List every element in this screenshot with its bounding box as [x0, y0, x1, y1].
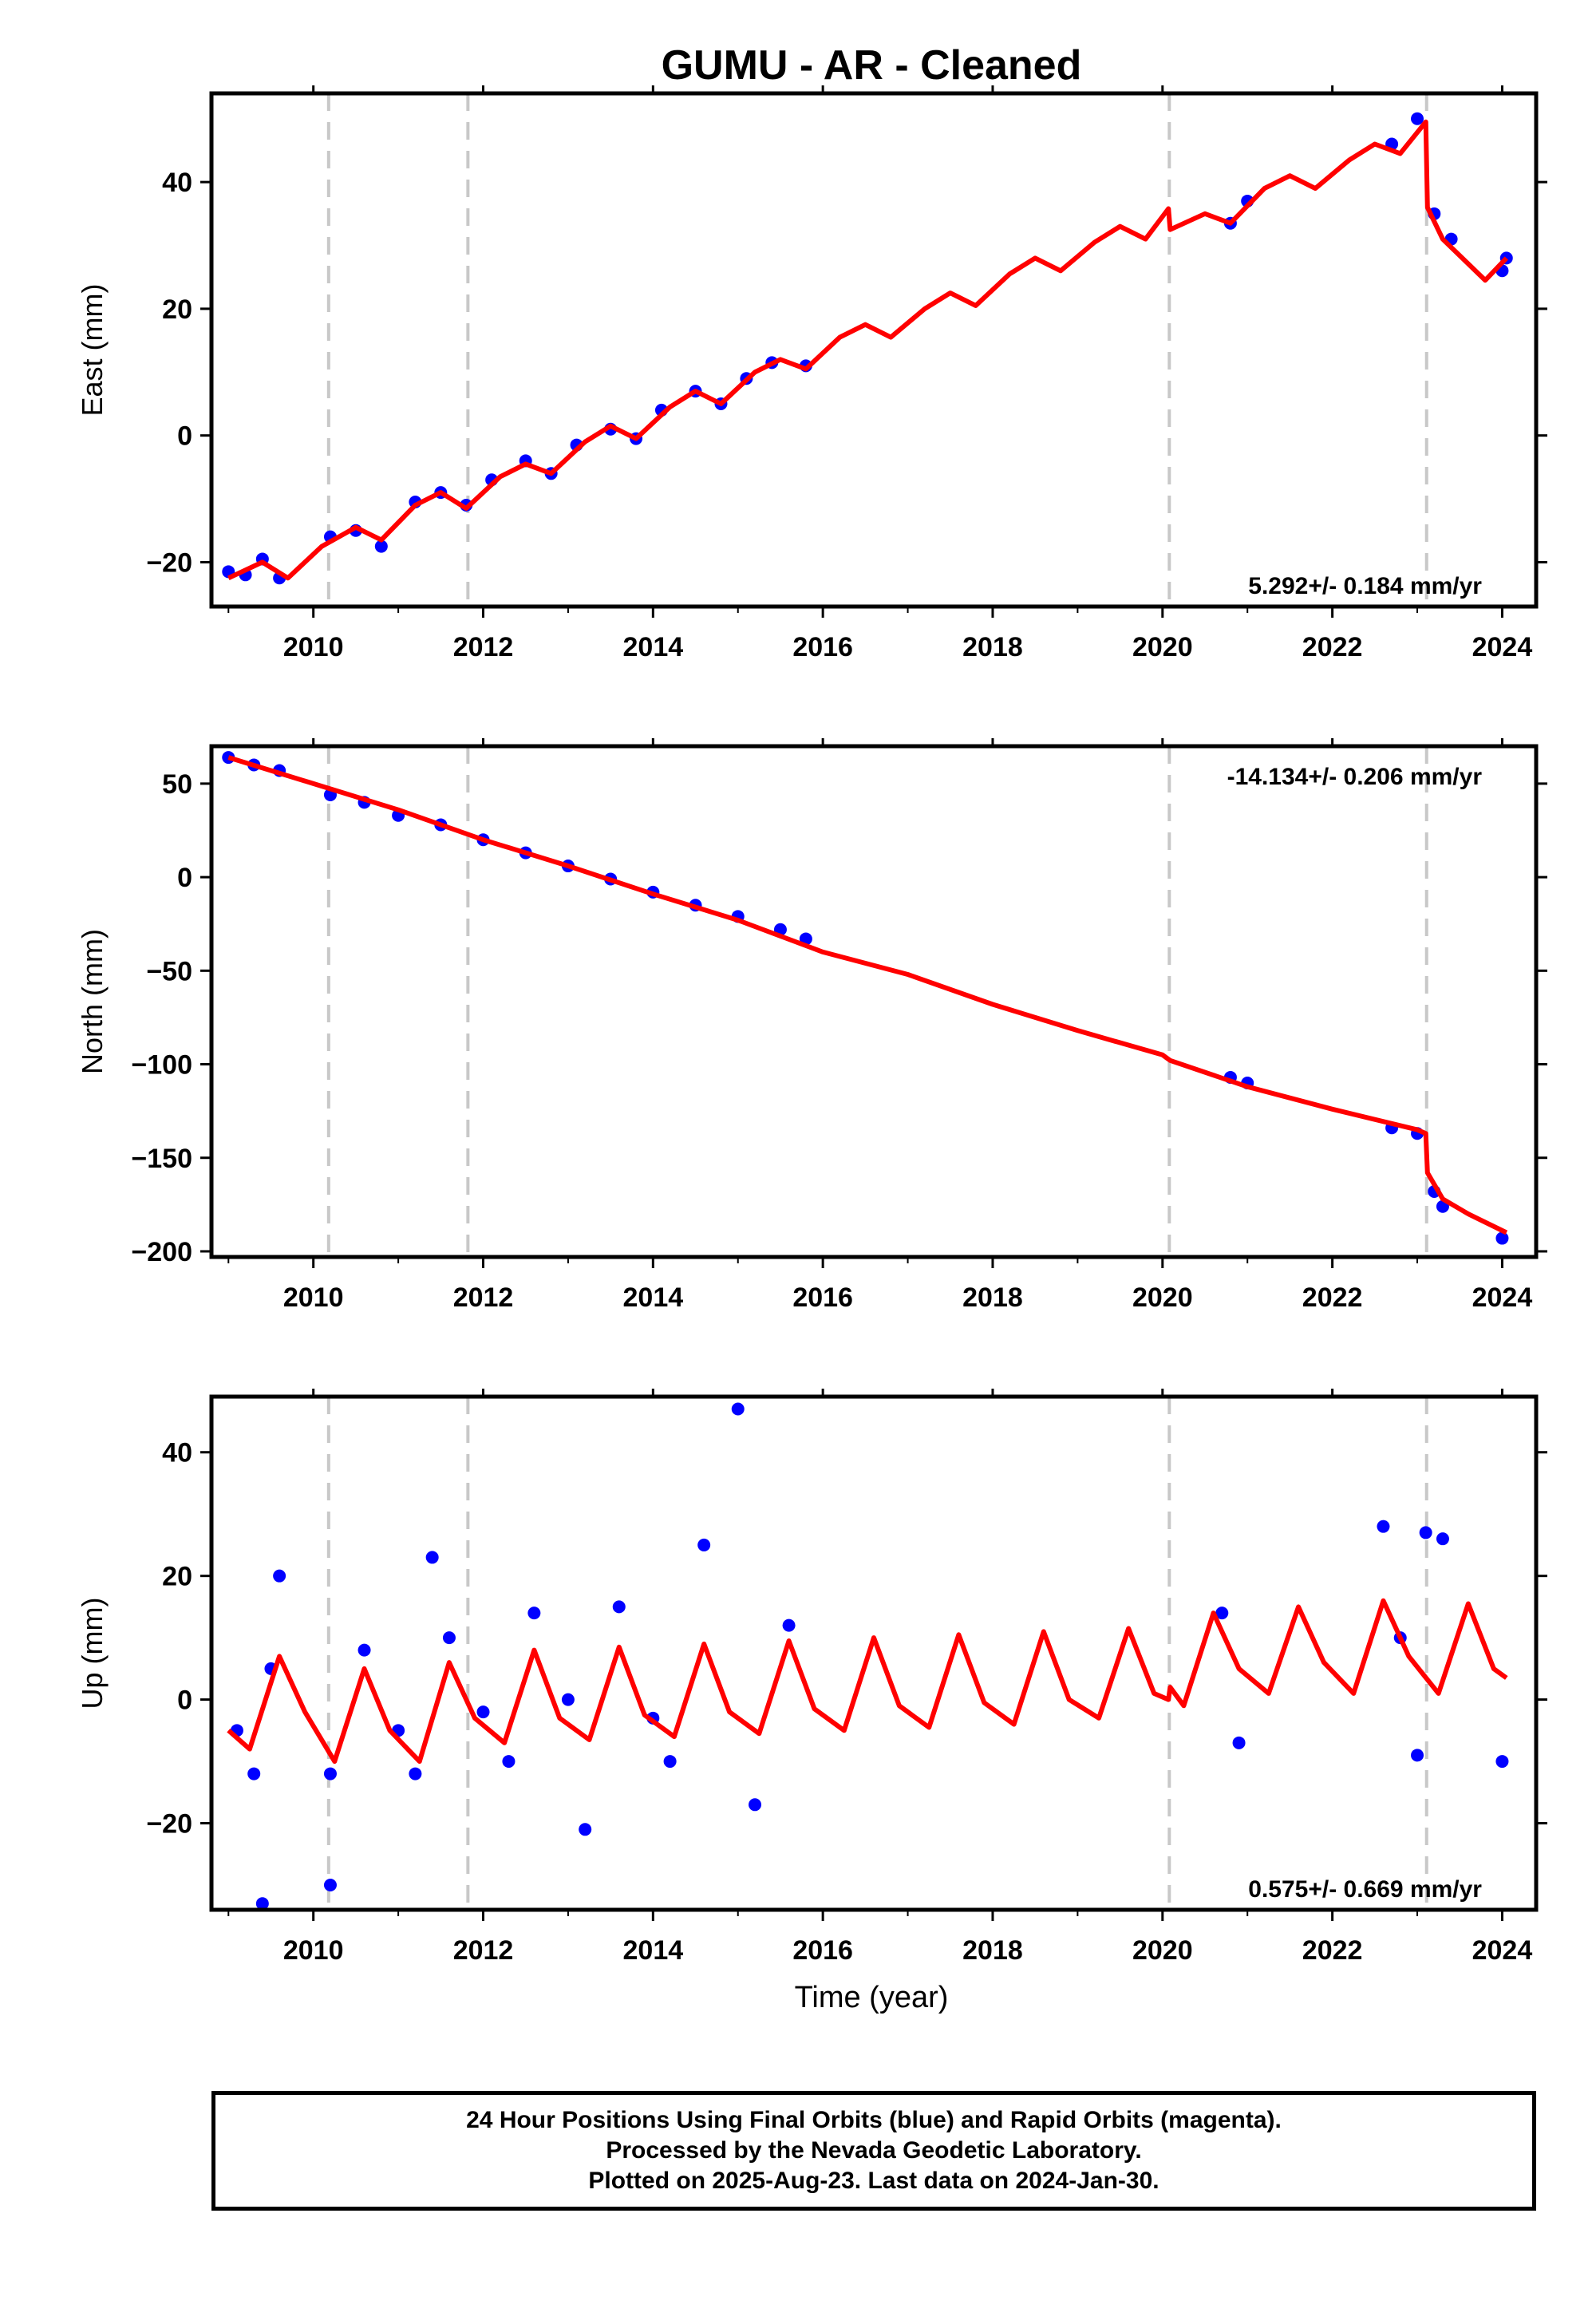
data-point	[1495, 1231, 1509, 1245]
y-tick-label: −20	[146, 1809, 192, 1840]
plot-frame	[209, 744, 1539, 1259]
data-point	[323, 1767, 337, 1780]
x-tick-label: 2024	[1472, 1282, 1533, 1313]
y-axis-title: Up (mm)	[76, 1598, 109, 1709]
panel-up: 2010 2012 2014 2016 2018 2020 2022 2024 −20 0 20 40…	[76, 1389, 1547, 1966]
x-tick-label: 2010	[283, 1282, 344, 1313]
data-point	[697, 1538, 711, 1551]
data-point	[1232, 1736, 1246, 1749]
data-point	[1411, 1749, 1424, 1762]
rate-label: -14.134+/- 0.206 mm/yr	[1227, 764, 1483, 790]
observed-series	[222, 112, 1513, 585]
x-tick-label: 2020	[1132, 632, 1193, 662]
x-tick-label: 2012	[453, 1282, 514, 1313]
x-tick-label: 2020	[1132, 1935, 1193, 1966]
data-point	[749, 1798, 762, 1812]
data-point	[1495, 1755, 1509, 1769]
model-line	[227, 1598, 1508, 1765]
y-tick-label: −20	[146, 547, 192, 578]
model-line	[227, 755, 1508, 1235]
footer-line-1: 24 Hour Positions Using Final Orbits (bl…	[466, 2107, 1282, 2133]
y-axis-title: North (mm)	[76, 929, 109, 1074]
data-point	[273, 1569, 286, 1583]
data-point	[476, 1705, 490, 1719]
x-tick-label: 2022	[1302, 632, 1363, 662]
data-point	[579, 1823, 592, 1836]
x-tick-label: 2016	[792, 1935, 853, 1966]
data-point	[442, 1631, 456, 1645]
chart-title: GUMU - AR - Cleaned	[662, 42, 1082, 89]
data-point	[255, 1897, 269, 1910]
data-point	[1377, 1520, 1390, 1533]
x-tick-label: 2010	[283, 1935, 344, 1966]
panel-east: 2010 2012 2014 2016 2018 2020 2022 2024 −20 0 20 40…	[76, 85, 1547, 662]
data-point	[502, 1755, 516, 1769]
data-point	[1436, 1532, 1449, 1546]
x-tick-label: 2014	[623, 1282, 684, 1313]
x-tick-label: 2012	[453, 1935, 514, 1966]
x-tick-label: 2018	[962, 1282, 1023, 1313]
x-tick-label: 2016	[792, 1282, 853, 1313]
y-tick-label: 0	[177, 1686, 192, 1716]
observed-series	[222, 751, 1509, 1245]
y-axis-title: East (mm)	[76, 284, 109, 417]
x-tick-label: 2016	[792, 632, 853, 662]
data-point	[731, 1402, 745, 1416]
data-point	[1411, 112, 1424, 125]
y-tick-label: 0	[177, 421, 192, 452]
data-point	[1215, 1607, 1229, 1620]
x-tick-label: 2022	[1302, 1935, 1363, 1966]
y-tick-label: 0	[177, 863, 192, 893]
data-point	[663, 1755, 677, 1769]
data-point	[409, 1767, 422, 1780]
x-tick-label: 2010	[283, 632, 344, 662]
footer-box: 24 Hour Positions Using Final Orbits (bl…	[211, 2091, 1536, 2211]
y-tick-label: 50	[162, 769, 192, 800]
data-point	[561, 1693, 575, 1706]
x-axis-title: Time (year)	[795, 1981, 949, 2014]
x-tick-label: 2012	[453, 632, 514, 662]
x-tick-label: 2022	[1302, 1282, 1363, 1313]
data-point	[782, 1618, 796, 1632]
panel-north: 2010 2012 2014 2016 2018 2020 2022 2024 −200 −150…	[76, 738, 1547, 1313]
y-tick-label: 20	[162, 1562, 192, 1592]
plot-frame	[209, 1394, 1539, 1912]
data-point	[527, 1607, 541, 1620]
y-tick-label: −200	[131, 1237, 192, 1267]
x-tick-label: 2024	[1472, 632, 1533, 662]
x-tick-label: 2014	[623, 632, 684, 662]
rate-label: 0.575+/- 0.669 mm/yr	[1248, 1876, 1482, 1903]
data-point	[358, 1643, 371, 1657]
y-tick-label: 40	[162, 1438, 192, 1468]
rate-label: 5.292+/- 0.184 mm/yr	[1248, 573, 1482, 599]
x-tick-label: 2018	[962, 1935, 1023, 1966]
footer-line-3: Plotted on 2025-Aug-23. Last data on 202…	[588, 2168, 1159, 2194]
footer-line-2: Processed by the Nevada Geodetic Laborat…	[606, 2137, 1142, 2164]
y-tick-label: 40	[162, 168, 192, 198]
x-tick-label: 2018	[962, 632, 1023, 662]
plot-frame	[209, 91, 1539, 609]
chart-panels: 2010 2012 2014 2016 2018 2020 2022 2024−2002040…	[76, 85, 1547, 1966]
data-point	[1419, 1526, 1432, 1539]
data-point	[374, 539, 388, 553]
data-point	[612, 1600, 626, 1614]
model-line	[227, 119, 1508, 581]
data-point	[323, 1879, 337, 1892]
y-tick-label: −50	[146, 956, 192, 986]
y-tick-label: −150	[131, 1144, 192, 1174]
y-tick-label: −100	[131, 1050, 192, 1081]
x-tick-label: 2024	[1472, 1935, 1533, 1966]
x-tick-label: 2020	[1132, 1282, 1193, 1313]
data-point	[425, 1551, 439, 1564]
x-tick-label: 2014	[623, 1935, 684, 1966]
data-point	[247, 1767, 261, 1780]
y-tick-label: 20	[162, 294, 192, 325]
